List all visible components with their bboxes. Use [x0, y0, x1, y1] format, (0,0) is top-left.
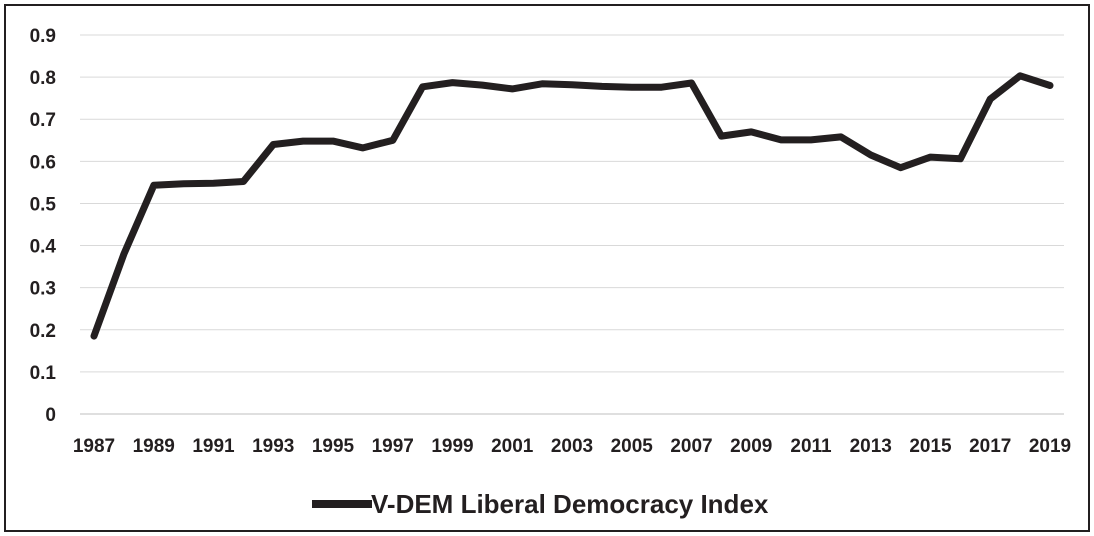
x-tick-label: 2005: [611, 436, 654, 457]
x-tick-label: 2001: [491, 436, 534, 457]
y-tick-label: 0: [45, 405, 56, 426]
x-tick-label: 2013: [850, 436, 892, 457]
x-tick-label: 1989: [133, 436, 175, 457]
x-tick-label: 2003: [551, 436, 593, 457]
x-tick-label: 2009: [730, 436, 772, 457]
y-tick-label: 0.6: [30, 152, 56, 173]
legend-label: V-DEM Liberal Democracy Index: [371, 489, 769, 519]
y-tick-label: 0.2: [30, 321, 56, 342]
y-tick-label: 0.5: [30, 194, 57, 215]
y-tick-label: 0.8: [30, 68, 56, 89]
x-tick-label: 2017: [969, 436, 1011, 457]
x-tick-label: 2011: [790, 436, 832, 457]
x-axis-tick-labels: 1987 1989 1991 1993 1995 1997 1999 2001 2003 2005…: [73, 436, 1071, 457]
x-tick-label: 1995: [312, 436, 355, 457]
y-tick-label: 0.3: [30, 279, 56, 300]
chart-frame: [4, 4, 1090, 532]
x-tick-label: 2007: [670, 436, 712, 457]
x-tick-label: 2015: [909, 436, 952, 457]
y-tick-label: 0.7: [30, 110, 56, 131]
x-tick-label: 1987: [73, 436, 115, 457]
x-tick-label: 1999: [431, 436, 473, 457]
y-tick-label: 0.9: [30, 26, 56, 47]
legend: V-DEM Liberal Democracy Index: [312, 489, 769, 519]
x-tick-label: 2019: [1029, 436, 1071, 457]
x-tick-label: 1993: [252, 436, 294, 457]
y-axis-tick-labels: 0 0.1 0.2 0.3 0.4 0.5 0.6 0.7 0.8 0.9: [30, 26, 57, 426]
x-tick-label: 1997: [372, 436, 414, 457]
y-tick-label: 0.4: [30, 237, 57, 258]
gridlines: [80, 34, 1064, 415]
x-tick-label: 1991: [192, 436, 235, 457]
series-line-0: [90, 72, 1054, 340]
y-tick-label: 0.1: [30, 363, 57, 384]
series-lines: [90, 72, 1054, 340]
